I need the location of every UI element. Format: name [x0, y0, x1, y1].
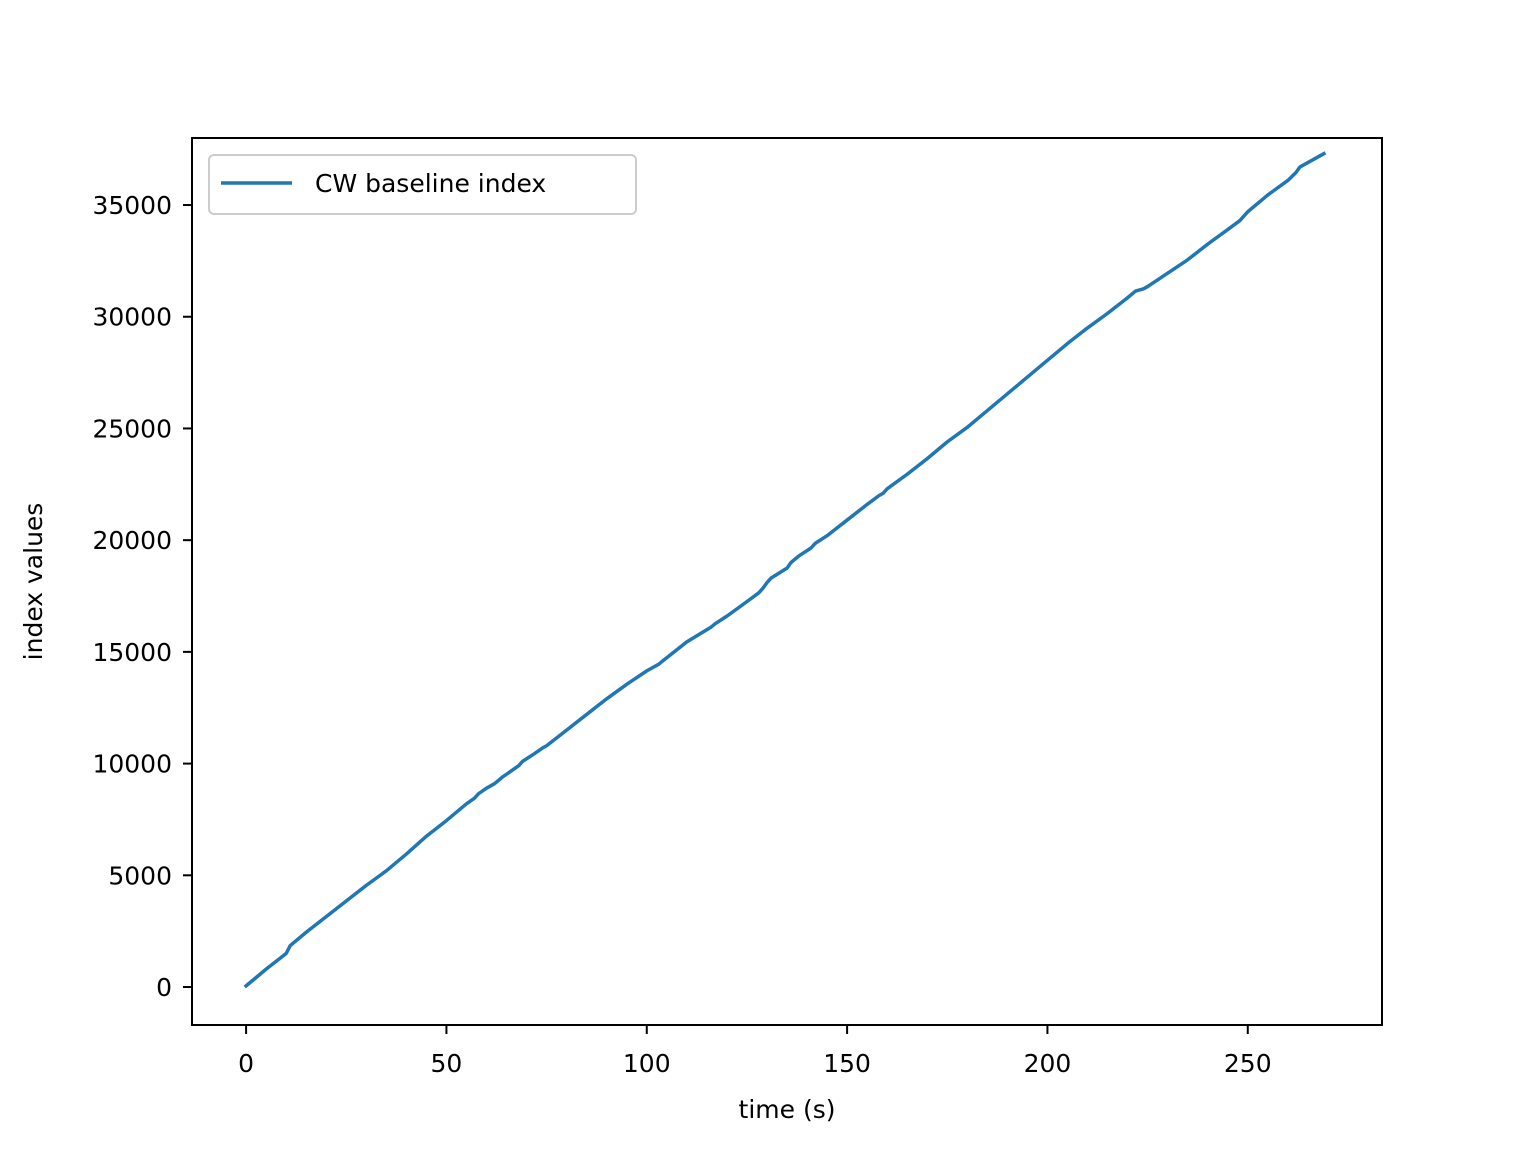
x-tick-label: 50	[431, 1049, 463, 1078]
x-tick-label: 200	[1024, 1049, 1072, 1078]
y-axis-label: index values	[19, 503, 48, 661]
x-tick-label: 150	[823, 1049, 871, 1078]
y-tick-label: 35000	[92, 191, 172, 220]
series-layer	[243, 151, 1327, 989]
legend-label: CW baseline index	[315, 169, 546, 198]
y-tick-label: 25000	[92, 414, 172, 443]
x-tick-label: 100	[623, 1049, 671, 1078]
x-tick-label: 0	[238, 1049, 254, 1078]
y-tick-label: 30000	[92, 303, 172, 332]
x-axis-label: time (s)	[739, 1095, 836, 1124]
plot-frame	[191, 137, 1383, 1026]
y-tick-label: 0	[156, 973, 172, 1002]
y-tick-label: 10000	[92, 750, 172, 779]
y-tick-label: 20000	[92, 526, 172, 555]
x-tick-label: 250	[1224, 1049, 1272, 1078]
legend: CW baseline index	[208, 154, 637, 215]
y-axis-ticks: 0 5000 10000 15000 20000 25000 30000 35000	[92, 191, 192, 1002]
legend-box	[208, 154, 637, 215]
y-tick-label: 15000	[92, 638, 172, 667]
y-tick-label: 5000	[108, 861, 172, 890]
x-axis-ticks: 0 50 100 150 200 250	[238, 1025, 1272, 1078]
series-line	[243, 151, 1327, 989]
